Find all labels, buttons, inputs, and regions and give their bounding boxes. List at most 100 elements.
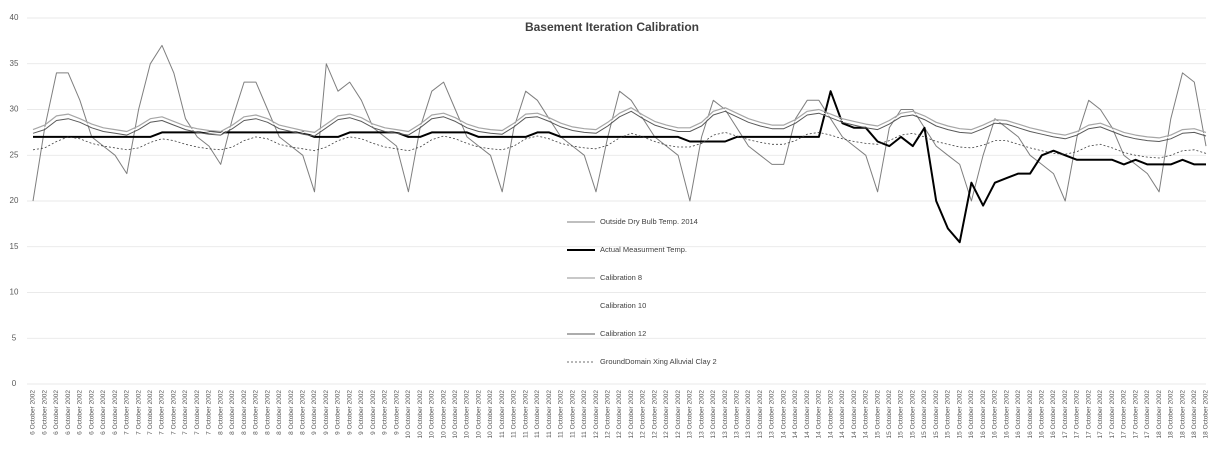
x-tick-label: 15 October 2002 bbox=[874, 390, 881, 439]
x-tick-label: 7 October 2002 bbox=[206, 390, 213, 435]
x-tick-label: 16 October 2002 bbox=[1003, 390, 1010, 439]
x-tick-label: 11 October 2002 bbox=[499, 390, 506, 438]
x-tick-label: 13 October 2002 bbox=[710, 390, 717, 439]
x-tick-label: 13 October 2002 bbox=[769, 390, 776, 439]
x-tick-label: 11 October 2002 bbox=[558, 390, 565, 438]
series-line bbox=[33, 90, 1206, 244]
x-tick-label: 14 October 2002 bbox=[792, 390, 799, 439]
x-tick-label: 10 October 2002 bbox=[464, 390, 471, 439]
legend-label: GroundDomain Xing Alluvial Clay 2 bbox=[600, 357, 717, 366]
x-tick-label: 6 October 2002 bbox=[112, 390, 119, 435]
x-tick-label: 17 October 2002 bbox=[1085, 390, 1092, 439]
x-tick-label: 16 October 2002 bbox=[1050, 390, 1057, 439]
x-tick-label: 7 October 2002 bbox=[170, 390, 177, 435]
x-tick-label: 10 October 2002 bbox=[475, 390, 482, 439]
x-tick-label: 10 October 2002 bbox=[405, 390, 412, 439]
x-tick-label: 9 October 2002 bbox=[311, 390, 318, 435]
x-tick-label: 15 October 2002 bbox=[909, 390, 916, 439]
series-line bbox=[32, 44, 1207, 202]
x-tick-label: 14 October 2002 bbox=[816, 390, 823, 439]
x-tick-label: 8 October 2002 bbox=[217, 390, 224, 435]
x-tick-label: 18 October 2002 bbox=[1156, 390, 1163, 439]
x-tick-label: 11 October 2002 bbox=[581, 390, 588, 438]
x-tick-label: 10 October 2002 bbox=[429, 390, 436, 439]
x-tick-label: 13 October 2002 bbox=[745, 390, 752, 439]
x-tick-label: 8 October 2002 bbox=[288, 390, 295, 435]
x-tick-label: 12 October 2002 bbox=[604, 390, 611, 439]
x-tick-label: 16 October 2002 bbox=[968, 390, 975, 439]
x-tick-label: 18 October 2002 bbox=[1179, 390, 1186, 439]
y-tick-label: 15 bbox=[10, 242, 19, 251]
x-tick-label: 6 October 2002 bbox=[77, 390, 84, 435]
series-line bbox=[32, 110, 1207, 142]
y-tick-label: 30 bbox=[10, 105, 19, 114]
x-tick-label: 17 October 2002 bbox=[1144, 390, 1151, 439]
legend-label: Outside Dry Bulb Temp. 2014 bbox=[600, 217, 698, 226]
x-tick-label: 12 October 2002 bbox=[628, 390, 635, 439]
x-tick-label: 8 October 2002 bbox=[276, 390, 283, 435]
x-tick-label: 7 October 2002 bbox=[124, 390, 131, 435]
x-tick-label: 18 October 2002 bbox=[1191, 390, 1198, 439]
x-tick-label: 15 October 2002 bbox=[898, 390, 905, 439]
x-tick-label: 12 October 2002 bbox=[616, 390, 623, 439]
x-tick-label: 15 October 2002 bbox=[945, 390, 952, 439]
x-tick-label: 18 October 2002 bbox=[1168, 390, 1175, 439]
x-tick-label: 15 October 2002 bbox=[933, 390, 940, 439]
y-tick-label: 10 bbox=[10, 288, 19, 297]
series-line bbox=[32, 109, 1207, 141]
legend-label: Calibration 12 bbox=[600, 329, 646, 338]
x-tick-label: 15 October 2002 bbox=[921, 390, 928, 439]
x-tick-label: 13 October 2002 bbox=[734, 390, 741, 439]
x-tick-label: 16 October 2002 bbox=[1027, 390, 1034, 439]
x-tick-label: 7 October 2002 bbox=[135, 390, 142, 435]
x-tick-label: 7 October 2002 bbox=[147, 390, 154, 435]
legend-label: Calibration 10 bbox=[600, 301, 646, 310]
x-tick-label: 6 October 2002 bbox=[30, 390, 37, 435]
series-line bbox=[32, 107, 1207, 139]
x-tick-label: 6 October 2002 bbox=[41, 390, 48, 435]
x-tick-label: 7 October 2002 bbox=[182, 390, 189, 435]
x-tick-label: 13 October 2002 bbox=[722, 390, 729, 439]
x-tick-label: 11 October 2002 bbox=[569, 390, 576, 438]
x-tick-label: 14 October 2002 bbox=[863, 390, 870, 439]
x-tick-label: 18 October 2002 bbox=[1203, 390, 1208, 439]
x-tick-label: 9 October 2002 bbox=[323, 390, 330, 435]
x-tick-label: 11 October 2002 bbox=[522, 390, 529, 438]
x-tick-label: 17 October 2002 bbox=[1097, 390, 1104, 439]
x-tick-label: 14 October 2002 bbox=[839, 390, 846, 439]
x-tick-label: 6 October 2002 bbox=[65, 390, 72, 435]
x-tick-label: 9 October 2002 bbox=[346, 390, 353, 435]
x-tick-label: 12 October 2002 bbox=[640, 390, 647, 439]
x-tick-label: 9 October 2002 bbox=[358, 390, 365, 435]
x-tick-label: 14 October 2002 bbox=[827, 390, 834, 439]
x-tick-label: 6 October 2002 bbox=[53, 390, 60, 435]
legend-label: Calibration 8 bbox=[600, 273, 642, 282]
x-tick-label: 9 October 2002 bbox=[393, 390, 400, 435]
x-tick-label: 8 October 2002 bbox=[300, 390, 307, 435]
x-tick-label: 6 October 2002 bbox=[88, 390, 95, 435]
x-tick-label: 15 October 2002 bbox=[956, 390, 963, 439]
x-tick-label: 10 October 2002 bbox=[417, 390, 424, 439]
x-tick-label: 14 October 2002 bbox=[804, 390, 811, 439]
x-tick-label: 8 October 2002 bbox=[253, 390, 260, 435]
x-tick-label: 13 October 2002 bbox=[698, 390, 705, 439]
y-tick-label: 35 bbox=[10, 59, 19, 68]
x-tick-label: 11 October 2002 bbox=[534, 390, 541, 438]
y-tick-label: 25 bbox=[10, 150, 19, 159]
x-tick-label: 11 October 2002 bbox=[511, 390, 518, 438]
x-tick-label: 12 October 2002 bbox=[675, 390, 682, 439]
x-tick-label: 17 October 2002 bbox=[1062, 390, 1069, 439]
x-tick-label: 13 October 2002 bbox=[687, 390, 694, 439]
x-tick-label: 16 October 2002 bbox=[992, 390, 999, 439]
x-tick-label: 16 October 2002 bbox=[1038, 390, 1045, 439]
x-tick-label: 17 October 2002 bbox=[1109, 390, 1116, 439]
x-tick-label: 17 October 2002 bbox=[1132, 390, 1139, 439]
y-tick-label: 40 bbox=[10, 13, 19, 22]
x-tick-label: 6 October 2002 bbox=[100, 390, 107, 435]
x-tick-label: 10 October 2002 bbox=[440, 390, 447, 439]
x-tick-label: 11 October 2002 bbox=[546, 390, 553, 438]
x-tick-label: 7 October 2002 bbox=[194, 390, 201, 435]
x-tick-label: 9 October 2002 bbox=[335, 390, 342, 435]
x-tick-label: 8 October 2002 bbox=[229, 390, 236, 435]
